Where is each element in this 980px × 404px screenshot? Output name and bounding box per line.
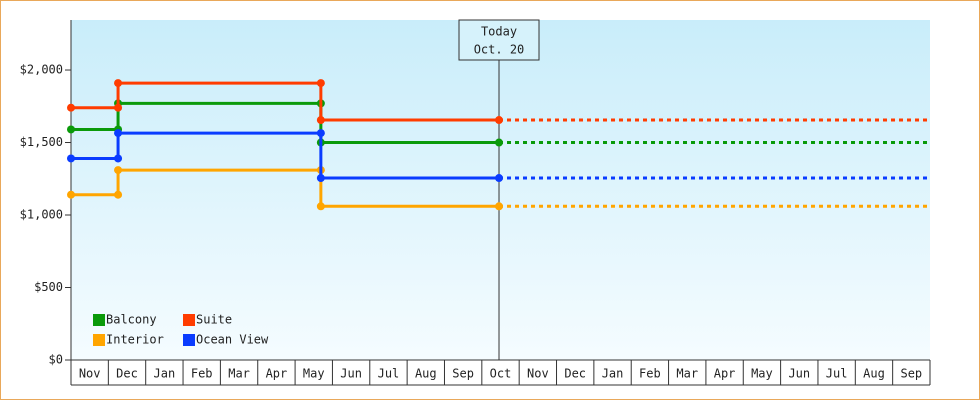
x-tick-label: May [303,367,325,381]
x-tick-label: Jan [602,367,624,381]
point [316,116,325,125]
point [114,103,123,112]
x-tick-label: Jan [154,367,176,381]
legend-label: Balcony [106,313,157,327]
legend-label: Interior [106,333,164,347]
point [67,103,75,112]
x-tick-label: Feb [639,367,661,381]
x-tick-label: Aug [415,367,437,381]
point [114,79,123,88]
y-tick-label: $2,000 [20,63,63,77]
point [67,125,75,134]
x-tick-label: Dec [116,367,138,381]
x-tick-label: Feb [191,367,213,381]
y-tick-label: $0 [49,353,63,367]
point [67,154,75,163]
point [495,116,504,125]
x-tick-label: Jul [826,367,848,381]
point [495,202,504,211]
x-tick-label: Jun [788,367,810,381]
x-tick-label: Apr [714,367,736,381]
point [114,154,123,163]
legend-swatch [183,314,195,326]
x-tick-label: Apr [266,367,288,381]
x-tick-label: Jun [340,367,362,381]
point [495,138,504,147]
x-tick-label: May [751,367,773,381]
plot-area [71,20,930,360]
today-label: Today [481,25,517,39]
legend-swatch [93,334,105,346]
y-tick-label: $1,000 [20,208,63,222]
point [114,166,123,175]
point [316,79,325,88]
y-tick-label: $1,500 [20,135,63,149]
legend-swatch [93,314,105,326]
x-tick-label: Dec [564,367,586,381]
point [114,190,123,199]
x-tick-label: Sep [452,367,474,381]
legend-label: Ocean View [196,333,269,347]
point [495,174,504,183]
point [316,129,325,138]
point [316,174,325,183]
x-tick-label: Mar [676,367,698,381]
x-tick-label: Aug [863,367,885,381]
point [67,190,75,199]
point [316,202,325,211]
legend-swatch [183,334,195,346]
x-tick-label: Sep [900,367,922,381]
point [114,129,123,138]
legend-label: Suite [196,313,232,327]
x-tick-label: Oct [490,367,512,381]
x-tick-label: Jul [378,367,400,381]
today-box [458,19,540,61]
y-tick-label: $500 [34,280,63,294]
x-tick-label: Nov [79,367,101,381]
today-label: Oct. 20 [474,43,525,57]
x-tick-label: Mar [228,367,250,381]
x-tick-label: Nov [527,367,549,381]
